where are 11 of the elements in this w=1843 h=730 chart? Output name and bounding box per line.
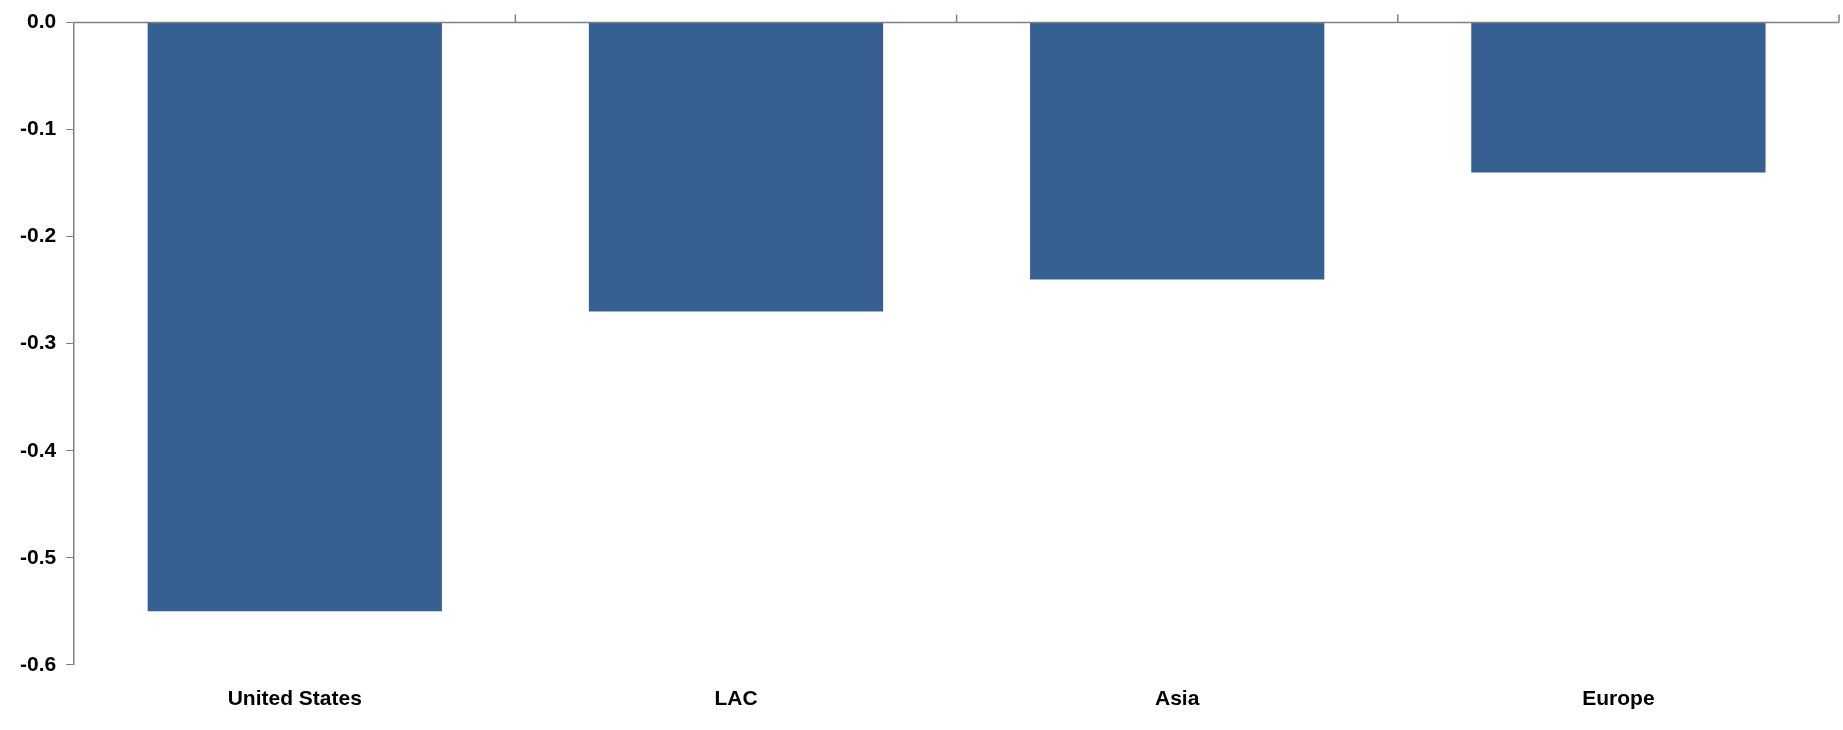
x-tick-label: Asia [1155,686,1200,710]
y-tick-label: 0.0 [26,9,57,33]
y-tick-label: -0.4 [20,437,57,461]
x-tick-label: LAC [714,686,758,710]
y-tick-label: -0.3 [20,330,57,354]
y-tick-label: -0.5 [20,544,57,568]
x-tick-label: United States [227,686,362,710]
y-tick-label: -0.1 [20,116,57,140]
y-tick-label: -0.2 [20,223,57,247]
x-tick-label: Europe [1582,686,1655,710]
y-tick-label: -0.6 [20,651,57,675]
